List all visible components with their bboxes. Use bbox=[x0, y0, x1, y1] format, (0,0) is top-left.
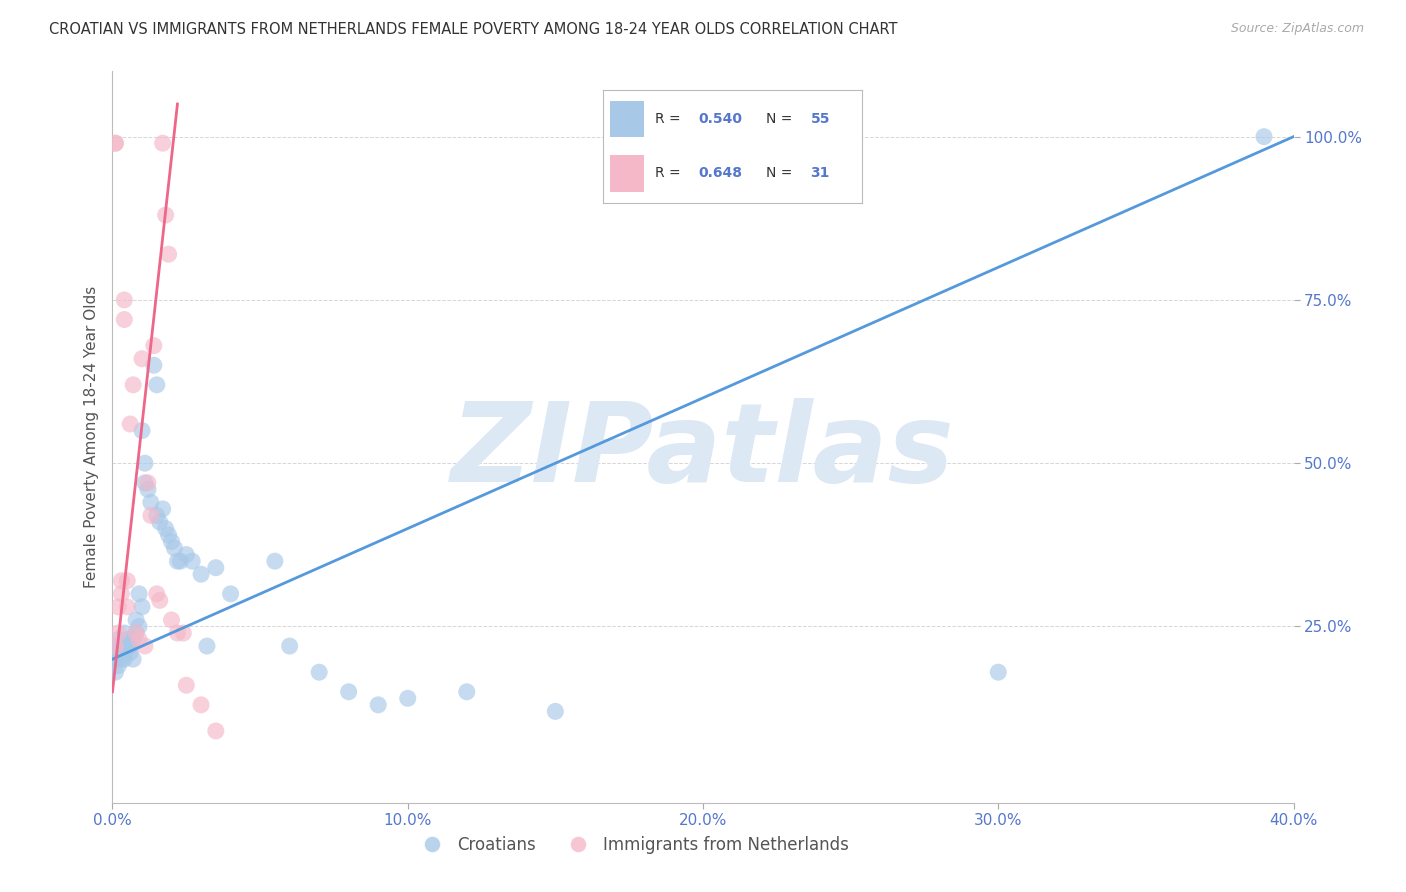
Point bbox=[139, 508, 162, 523]
Point bbox=[157, 247, 180, 261]
Point bbox=[107, 646, 129, 660]
Point bbox=[160, 534, 183, 549]
Point bbox=[120, 639, 142, 653]
Point bbox=[128, 619, 150, 633]
Point bbox=[110, 646, 132, 660]
Point bbox=[155, 521, 177, 535]
Point bbox=[104, 665, 127, 680]
Point bbox=[166, 626, 188, 640]
Point bbox=[112, 312, 135, 326]
Point bbox=[139, 495, 162, 509]
Point bbox=[219, 587, 242, 601]
Text: CROATIAN VS IMMIGRANTS FROM NETHERLANDS FEMALE POVERTY AMONG 18-24 YEAR OLDS COR: CROATIAN VS IMMIGRANTS FROM NETHERLANDS … bbox=[49, 22, 897, 37]
Point bbox=[110, 639, 132, 653]
Point bbox=[120, 646, 142, 660]
Point bbox=[112, 646, 135, 660]
Point bbox=[155, 208, 177, 222]
Point bbox=[1253, 129, 1275, 144]
Point bbox=[163, 541, 186, 555]
Point bbox=[110, 652, 132, 666]
Point bbox=[152, 502, 174, 516]
Point bbox=[125, 626, 148, 640]
Point bbox=[131, 599, 153, 614]
Point bbox=[104, 652, 127, 666]
Point bbox=[166, 554, 188, 568]
Point bbox=[337, 685, 360, 699]
Point bbox=[142, 358, 165, 372]
Text: Source: ZipAtlas.com: Source: ZipAtlas.com bbox=[1230, 22, 1364, 36]
Point bbox=[125, 613, 148, 627]
Point bbox=[131, 424, 153, 438]
Point bbox=[107, 626, 129, 640]
Point bbox=[134, 639, 156, 653]
Point bbox=[104, 136, 127, 151]
Point bbox=[122, 652, 145, 666]
Point bbox=[104, 639, 127, 653]
Point bbox=[131, 351, 153, 366]
Point bbox=[110, 587, 132, 601]
Point bbox=[174, 678, 197, 692]
Point bbox=[122, 632, 145, 647]
Text: ZIPatlas: ZIPatlas bbox=[451, 398, 955, 505]
Point bbox=[112, 652, 135, 666]
Point bbox=[456, 685, 478, 699]
Point bbox=[120, 417, 142, 431]
Point bbox=[122, 377, 145, 392]
Point bbox=[110, 574, 132, 588]
Point bbox=[125, 626, 148, 640]
Point bbox=[181, 554, 204, 568]
Point bbox=[146, 587, 169, 601]
Point bbox=[205, 560, 228, 574]
Point bbox=[136, 475, 159, 490]
Point bbox=[987, 665, 1010, 680]
Point bbox=[104, 639, 127, 653]
Point bbox=[278, 639, 301, 653]
Point bbox=[136, 483, 159, 497]
Point bbox=[117, 632, 138, 647]
Point bbox=[117, 574, 138, 588]
Point bbox=[544, 705, 567, 719]
Point bbox=[104, 136, 127, 151]
Point bbox=[149, 515, 172, 529]
Point bbox=[107, 632, 129, 647]
Point bbox=[117, 639, 138, 653]
Legend: Croatians, Immigrants from Netherlands: Croatians, Immigrants from Netherlands bbox=[409, 829, 855, 860]
Point bbox=[195, 639, 218, 653]
Point bbox=[107, 658, 129, 673]
Point bbox=[134, 475, 156, 490]
Point bbox=[264, 554, 287, 568]
Point bbox=[112, 626, 135, 640]
Point bbox=[149, 593, 172, 607]
Point bbox=[157, 528, 180, 542]
Point bbox=[190, 698, 212, 712]
Point bbox=[128, 632, 150, 647]
Point bbox=[308, 665, 330, 680]
Point bbox=[107, 599, 129, 614]
Point bbox=[205, 723, 228, 738]
Point bbox=[174, 548, 197, 562]
Point bbox=[152, 136, 174, 151]
Point bbox=[112, 293, 135, 307]
Point bbox=[367, 698, 389, 712]
Point bbox=[146, 508, 169, 523]
Point bbox=[117, 599, 138, 614]
Point bbox=[146, 377, 169, 392]
Point bbox=[190, 567, 212, 582]
Point bbox=[172, 626, 194, 640]
Point bbox=[396, 691, 419, 706]
Point bbox=[142, 338, 165, 352]
Point bbox=[134, 456, 156, 470]
Point bbox=[160, 613, 183, 627]
Y-axis label: Female Poverty Among 18-24 Year Olds: Female Poverty Among 18-24 Year Olds bbox=[83, 286, 98, 588]
Point bbox=[169, 554, 191, 568]
Point bbox=[128, 587, 150, 601]
